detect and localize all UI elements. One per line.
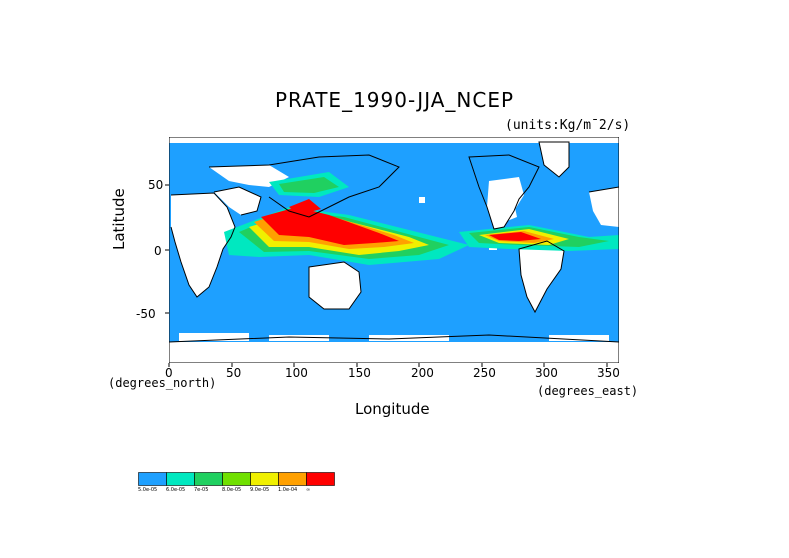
colorbar-label: 6.0e-05 bbox=[166, 487, 186, 493]
x-tick-label: 150 bbox=[348, 366, 371, 380]
colorbar-label: 1.0e-04 bbox=[278, 487, 298, 493]
coastlines bbox=[169, 141, 619, 343]
y-tick-label: -50 bbox=[136, 307, 156, 321]
x-tick-label: 0 bbox=[165, 366, 173, 380]
missing-data-regions bbox=[169, 137, 619, 363]
colorbar-swatch bbox=[250, 472, 279, 486]
x-tick-label: 100 bbox=[285, 366, 308, 380]
colorbar-swatch bbox=[222, 472, 251, 486]
colorbar-swatch bbox=[306, 472, 335, 486]
precipitation-map bbox=[169, 137, 619, 363]
y-axis-unit: (degrees_north) bbox=[108, 376, 217, 390]
x-axis-label: Longitude bbox=[355, 400, 430, 418]
units-label: (units:Kg/m¯2/s) bbox=[505, 118, 631, 133]
colorbar-swatch bbox=[138, 472, 167, 486]
colorbar-label: 9.0e-05 bbox=[250, 487, 270, 493]
colorbar-swatch bbox=[194, 472, 223, 486]
colorbar-label: ∞ bbox=[306, 487, 311, 493]
x-tick-label: 350 bbox=[597, 366, 620, 380]
colorbar-label: 7e-05 bbox=[194, 487, 209, 493]
colorbar-label: 8.0e-05 bbox=[222, 487, 242, 493]
x-tick-label: 50 bbox=[226, 366, 242, 380]
colorbar-swatch bbox=[166, 472, 195, 486]
chart-title: PRATE_1990-JJA_NCEP bbox=[274, 88, 515, 112]
colorbar-swatch bbox=[278, 472, 307, 486]
y-tick-label: 50 bbox=[148, 178, 164, 192]
x-tick-label: 250 bbox=[473, 366, 496, 380]
x-tick-label: 300 bbox=[535, 366, 558, 380]
y-tick-label: 0 bbox=[154, 244, 162, 258]
x-axis-unit: (degrees_east) bbox=[537, 384, 639, 398]
colorbar bbox=[138, 472, 335, 486]
precip-red bbox=[261, 199, 541, 245]
colorbar-label: 5.0e-05 bbox=[138, 487, 158, 493]
x-tick-label: 200 bbox=[411, 366, 434, 380]
